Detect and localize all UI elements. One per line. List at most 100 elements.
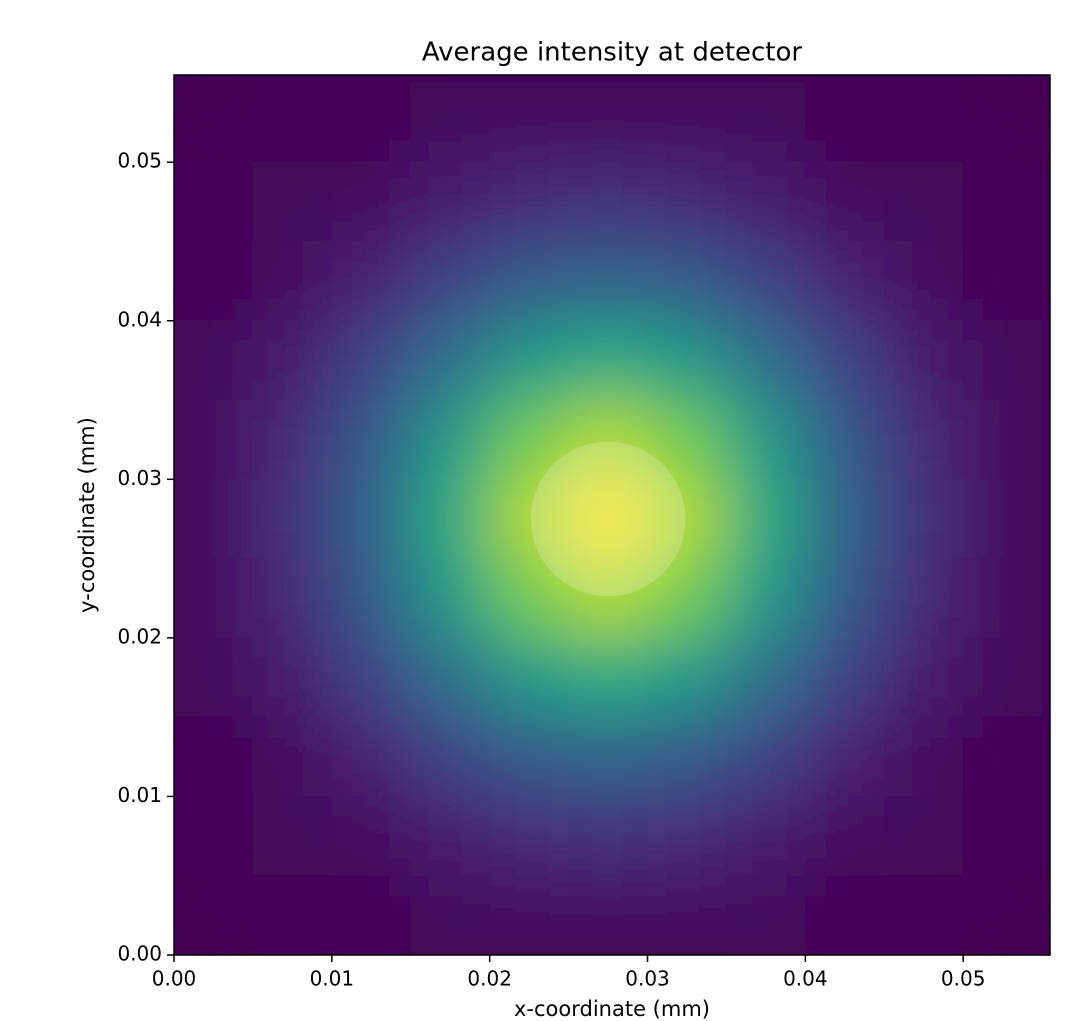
heatmap-cell bbox=[174, 320, 254, 401]
heatmap-cell bbox=[725, 478, 806, 560]
heatmap-cell bbox=[410, 875, 491, 955]
heatmap-cell bbox=[647, 161, 727, 242]
heatmap-cell bbox=[174, 82, 254, 163]
heatmap-cell bbox=[410, 161, 491, 242]
heatmap-cell bbox=[568, 161, 649, 242]
heatmap-cell bbox=[883, 637, 964, 718]
heatmap-cell bbox=[331, 161, 412, 242]
heatmap-cell bbox=[725, 875, 806, 955]
heatmap-cell bbox=[962, 161, 1043, 242]
heatmap-cell bbox=[647, 320, 727, 401]
heatmap-cell bbox=[883, 558, 964, 639]
heatmap-cell bbox=[489, 82, 570, 163]
heatmap-cell bbox=[252, 637, 333, 718]
heatmap-cell bbox=[568, 716, 649, 797]
heatmap-cell bbox=[252, 161, 333, 242]
heatmap-cell bbox=[174, 558, 254, 639]
heatmap-cell bbox=[568, 82, 649, 163]
heatmap-cell bbox=[883, 161, 964, 242]
heatmap-cell bbox=[883, 875, 964, 955]
heatmap-cell bbox=[489, 637, 570, 718]
heatmap-cell bbox=[252, 240, 333, 322]
heatmap-cell bbox=[410, 637, 491, 718]
heatmap-cell bbox=[804, 478, 885, 560]
heatmap-cell bbox=[410, 240, 491, 322]
overlay bbox=[530, 441, 686, 597]
heatmap-cell bbox=[962, 240, 1043, 322]
chart-title: Average intensity at detector bbox=[422, 38, 802, 68]
heatmap-cell bbox=[568, 637, 649, 718]
heatmap-cell bbox=[962, 320, 1043, 401]
heatmap-cell bbox=[410, 558, 491, 639]
x-tick-label: 0.02 bbox=[467, 967, 512, 991]
heatmap-cell bbox=[804, 795, 885, 877]
heatmap-cell bbox=[568, 795, 649, 877]
heatmap-cell bbox=[331, 875, 412, 955]
heatmap-cell bbox=[489, 320, 570, 401]
heatmap-cell bbox=[883, 320, 964, 401]
heatmap bbox=[174, 82, 1043, 955]
heatmap-cell bbox=[568, 875, 649, 955]
y-tick-label: 0.02 bbox=[117, 624, 162, 648]
x-axis-label: x-coordinate (mm) bbox=[514, 997, 710, 1021]
heatmap-cell bbox=[174, 716, 254, 797]
heatmap-cell bbox=[725, 82, 806, 163]
heatmap-cell bbox=[883, 240, 964, 322]
y-tick-label: 0.03 bbox=[117, 466, 162, 490]
highlight-circle bbox=[530, 441, 686, 597]
heatmap-cell bbox=[883, 795, 964, 877]
x-tick-label: 0.04 bbox=[783, 967, 828, 991]
heatmap-cell bbox=[725, 637, 806, 718]
heatmap-cell bbox=[489, 399, 570, 480]
heatmap-cell bbox=[568, 320, 649, 401]
heatmap-cell bbox=[489, 161, 570, 242]
heatmap-cell bbox=[174, 637, 254, 718]
heatmap-cell bbox=[568, 478, 649, 560]
heatmap-cell bbox=[883, 478, 964, 560]
heatmap-cell bbox=[174, 399, 254, 480]
heatmap-cell bbox=[252, 795, 333, 877]
heatmap-cell bbox=[883, 82, 964, 163]
heatmap-cell bbox=[962, 399, 1043, 480]
plot-area bbox=[174, 75, 1050, 955]
heatmap-cell bbox=[725, 558, 806, 639]
heatmap-cell bbox=[489, 875, 570, 955]
heatmap-cell bbox=[647, 240, 727, 322]
heatmap-cell bbox=[962, 558, 1043, 639]
heatmap-cell bbox=[252, 82, 333, 163]
heatmap-cell bbox=[804, 875, 885, 955]
heatmap-cell bbox=[410, 399, 491, 480]
heatmap-cell bbox=[489, 558, 570, 639]
heatmap-cell bbox=[489, 478, 570, 560]
heatmap-cell bbox=[331, 637, 412, 718]
heatmap-cell bbox=[568, 558, 649, 639]
heatmap-cell bbox=[174, 875, 254, 955]
heatmap-cell bbox=[804, 240, 885, 322]
x-tick-label: 0.05 bbox=[941, 967, 986, 991]
heatmap-cell bbox=[647, 716, 727, 797]
heatmap-cell bbox=[804, 558, 885, 639]
heatmap-cell bbox=[804, 82, 885, 163]
heatmap-cell bbox=[568, 240, 649, 322]
heatmap-cell bbox=[331, 795, 412, 877]
plot-frame bbox=[173, 74, 1051, 956]
heatmap-cell bbox=[962, 716, 1043, 797]
heatmap-cell bbox=[725, 161, 806, 242]
axes: 0.00 0.01 0.02 0.03 0.04 0.05 0.00 0.01 0.02 0.03… bbox=[117, 149, 985, 991]
y-tick-label: 0.01 bbox=[117, 783, 162, 807]
heatmap-cell bbox=[331, 82, 412, 163]
heatmap-cell bbox=[647, 558, 727, 639]
heatmap-cell bbox=[962, 82, 1043, 163]
heatmap-cell bbox=[331, 558, 412, 639]
heatmap-cell bbox=[804, 637, 885, 718]
heatmap-cell bbox=[647, 875, 727, 955]
heatmap-cell bbox=[725, 240, 806, 322]
heatmap-cell bbox=[647, 637, 727, 718]
x-tick-label: 0.03 bbox=[625, 967, 670, 991]
heatmap-cell bbox=[489, 795, 570, 877]
heatmap-cell bbox=[962, 875, 1043, 955]
y-tick-label: 0.00 bbox=[117, 942, 162, 966]
heatmap-cell bbox=[725, 795, 806, 877]
heatmap-cell bbox=[410, 320, 491, 401]
